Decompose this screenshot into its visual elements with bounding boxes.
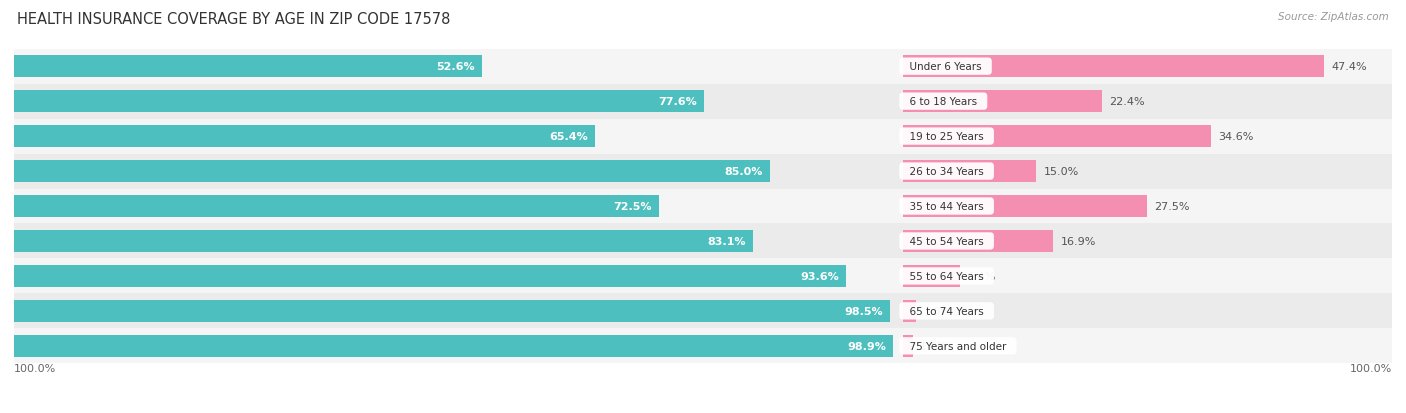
Text: 98.5%: 98.5% xyxy=(844,306,883,316)
Text: 34.6%: 34.6% xyxy=(1218,132,1253,142)
Bar xyxy=(14,294,1392,329)
Bar xyxy=(14,50,1392,84)
Text: 100.0%: 100.0% xyxy=(14,363,56,373)
Text: 77.6%: 77.6% xyxy=(658,97,697,107)
Text: 55 to 64 Years: 55 to 64 Years xyxy=(903,271,990,281)
Bar xyxy=(14,126,595,147)
Bar xyxy=(903,230,1053,252)
Text: 19 to 25 Years: 19 to 25 Years xyxy=(903,132,990,142)
Bar xyxy=(14,84,1392,119)
Text: 52.6%: 52.6% xyxy=(436,62,475,72)
Bar xyxy=(14,329,1392,363)
Text: 75 Years and older: 75 Years and older xyxy=(903,341,1012,351)
Text: Source: ZipAtlas.com: Source: ZipAtlas.com xyxy=(1278,12,1389,22)
Text: 83.1%: 83.1% xyxy=(707,236,745,247)
Bar xyxy=(14,161,769,183)
Text: 98.9%: 98.9% xyxy=(848,341,886,351)
Bar xyxy=(14,259,1392,294)
Text: 100.0%: 100.0% xyxy=(1350,363,1392,373)
Text: 26 to 34 Years: 26 to 34 Years xyxy=(903,166,990,177)
Bar xyxy=(903,300,917,322)
Bar xyxy=(14,230,752,252)
Bar xyxy=(903,196,1147,217)
Text: Under 6 Years: Under 6 Years xyxy=(903,62,988,72)
Bar xyxy=(903,126,1211,147)
Bar xyxy=(14,189,1392,224)
Bar xyxy=(903,91,1102,113)
Text: 22.4%: 22.4% xyxy=(1109,97,1144,107)
Bar xyxy=(14,335,893,357)
Text: 1.5%: 1.5% xyxy=(924,306,952,316)
Text: 6 to 18 Years: 6 to 18 Years xyxy=(903,97,984,107)
Text: 72.5%: 72.5% xyxy=(613,202,651,211)
Bar xyxy=(14,91,704,113)
Text: 27.5%: 27.5% xyxy=(1154,202,1189,211)
Bar xyxy=(903,56,1324,78)
Bar xyxy=(903,266,960,287)
Text: 85.0%: 85.0% xyxy=(724,166,762,177)
Text: 65 to 74 Years: 65 to 74 Years xyxy=(903,306,990,316)
Bar xyxy=(14,300,890,322)
Text: 1.1%: 1.1% xyxy=(920,341,948,351)
Text: 16.9%: 16.9% xyxy=(1060,236,1095,247)
Bar xyxy=(14,154,1392,189)
Bar xyxy=(14,266,846,287)
Text: 47.4%: 47.4% xyxy=(1331,62,1367,72)
Text: 15.0%: 15.0% xyxy=(1043,166,1078,177)
Text: HEALTH INSURANCE COVERAGE BY AGE IN ZIP CODE 17578: HEALTH INSURANCE COVERAGE BY AGE IN ZIP … xyxy=(17,12,450,27)
Bar xyxy=(14,224,1392,259)
Text: 45 to 54 Years: 45 to 54 Years xyxy=(903,236,990,247)
Text: 35 to 44 Years: 35 to 44 Years xyxy=(903,202,990,211)
Bar xyxy=(903,335,912,357)
Text: 93.6%: 93.6% xyxy=(800,271,839,281)
Bar xyxy=(14,119,1392,154)
Bar xyxy=(14,196,658,217)
Bar xyxy=(14,56,482,78)
Text: 65.4%: 65.4% xyxy=(550,132,588,142)
Bar xyxy=(903,161,1036,183)
Text: 6.4%: 6.4% xyxy=(967,271,995,281)
